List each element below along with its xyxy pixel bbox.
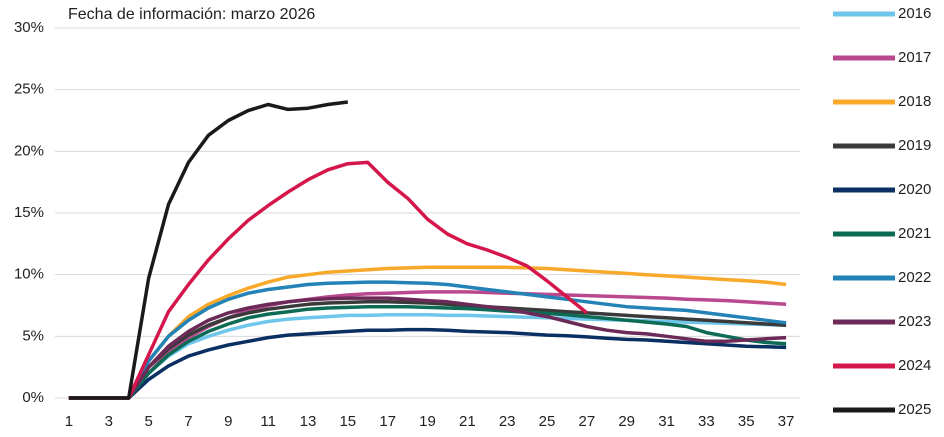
x-tick-label: 5 bbox=[144, 413, 152, 430]
y-tick-label: 10% bbox=[14, 266, 44, 283]
y-tick-label: 25% bbox=[14, 81, 44, 98]
y-tick-label: 30% bbox=[14, 19, 44, 36]
line-series bbox=[68, 265, 787, 400]
x-tick-label: 11 bbox=[260, 413, 276, 430]
x-tick-label: 25 bbox=[539, 413, 556, 430]
x-tick-label: 3 bbox=[105, 413, 113, 430]
line-series bbox=[68, 300, 787, 400]
x-tick-label: 29 bbox=[618, 413, 635, 430]
y-tick-label: 5% bbox=[22, 327, 44, 344]
x-tick-label: 35 bbox=[738, 413, 755, 430]
line-series bbox=[68, 100, 349, 400]
x-tick-label: 23 bbox=[499, 413, 516, 430]
x-tick-label: 7 bbox=[184, 413, 192, 430]
legend-label: 2016 bbox=[898, 5, 931, 22]
legend-label: 2022 bbox=[898, 269, 931, 286]
line-series bbox=[68, 290, 787, 400]
x-tick-label: 15 bbox=[339, 413, 356, 430]
x-tick-label: 31 bbox=[658, 413, 675, 430]
x-tick-label: 27 bbox=[579, 413, 596, 430]
legend-label: 2021 bbox=[898, 225, 931, 242]
x-tick-label: 13 bbox=[300, 413, 317, 430]
x-tick-label: 19 bbox=[419, 413, 436, 430]
legend-label: 2019 bbox=[898, 137, 931, 154]
annotation: Fecha de información: marzo 2026 bbox=[68, 6, 315, 23]
x-tick-label: 9 bbox=[224, 413, 232, 430]
legend-label: 2023 bbox=[898, 313, 931, 330]
line-series bbox=[68, 313, 787, 400]
x-tick-label: 37 bbox=[778, 413, 795, 430]
y-tick-label: 20% bbox=[14, 142, 44, 159]
x-tick-label: 17 bbox=[379, 413, 396, 430]
x-tick-label: 21 bbox=[459, 413, 476, 430]
legend-label: 2025 bbox=[898, 401, 931, 418]
y-tick-label: 15% bbox=[14, 204, 44, 221]
x-tick-label: 1 bbox=[65, 413, 73, 430]
x-tick-label: 33 bbox=[698, 413, 715, 430]
line-series bbox=[68, 304, 787, 400]
legend-label: 2024 bbox=[898, 357, 931, 374]
legend-label: 2018 bbox=[898, 93, 931, 110]
y-tick-label: 0% bbox=[22, 389, 44, 406]
line-series bbox=[68, 327, 787, 400]
legend-label: 2017 bbox=[898, 49, 931, 66]
line-series bbox=[68, 280, 787, 400]
line-series bbox=[68, 160, 588, 400]
legend-label: 2020 bbox=[898, 181, 931, 198]
line-series bbox=[68, 296, 787, 400]
